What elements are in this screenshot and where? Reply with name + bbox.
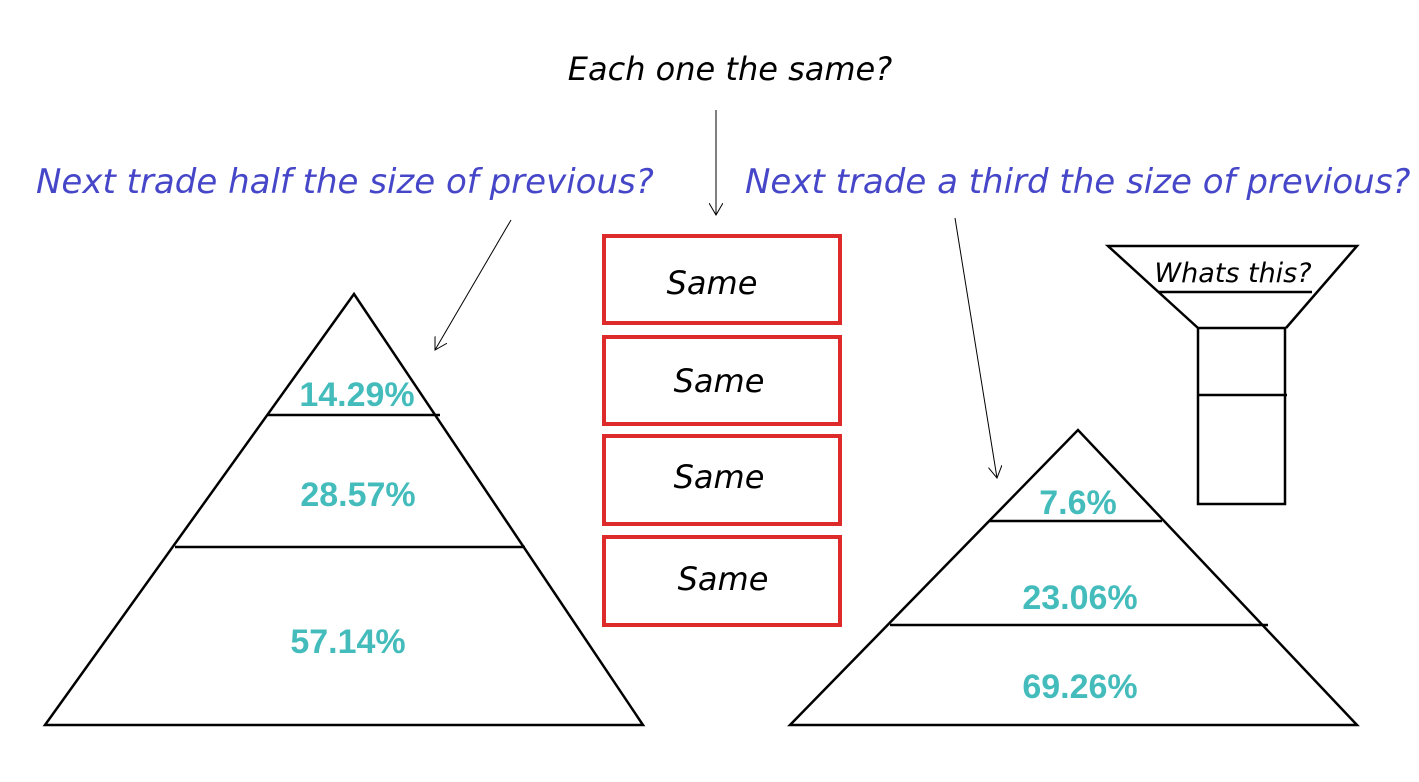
- right-question: Next trade a third the size of previous?: [745, 162, 1410, 202]
- same-boxes: Same Same Same Same: [602, 234, 842, 627]
- left-question: Next trade half the size of previous?: [36, 162, 654, 202]
- same-label-2: Same: [674, 362, 765, 400]
- same-label-3: Same: [674, 458, 765, 496]
- left-arrow: [435, 219, 512, 350]
- left-pyramid: 14.29% 28.57% 57.14%: [42, 291, 646, 727]
- right-pyramid: 7.6% 23.06% 69.26%: [787, 428, 1360, 727]
- right-bottom-percent: 69.26%: [1022, 668, 1137, 706]
- same-label-1: Same: [667, 264, 758, 302]
- funnel-label: Whats this?: [1154, 258, 1311, 289]
- left-bottom-percent: 57.14%: [290, 623, 405, 661]
- funnel: Whats this?: [1104, 244, 1360, 506]
- left-middle-percent: 28.57%: [300, 476, 415, 514]
- left-top-percent: 14.29%: [299, 376, 414, 414]
- same-box-4: [602, 535, 842, 627]
- same-box-1: [602, 234, 842, 325]
- top-question: Each one the same?: [568, 50, 892, 88]
- right-top-percent: 7.6%: [1039, 484, 1117, 522]
- same-box-3: [602, 434, 842, 526]
- right-middle-percent: 23.06%: [1022, 579, 1137, 617]
- same-box-2: [602, 335, 842, 426]
- right-arrow: [954, 217, 997, 478]
- same-label-4: Same: [678, 560, 769, 598]
